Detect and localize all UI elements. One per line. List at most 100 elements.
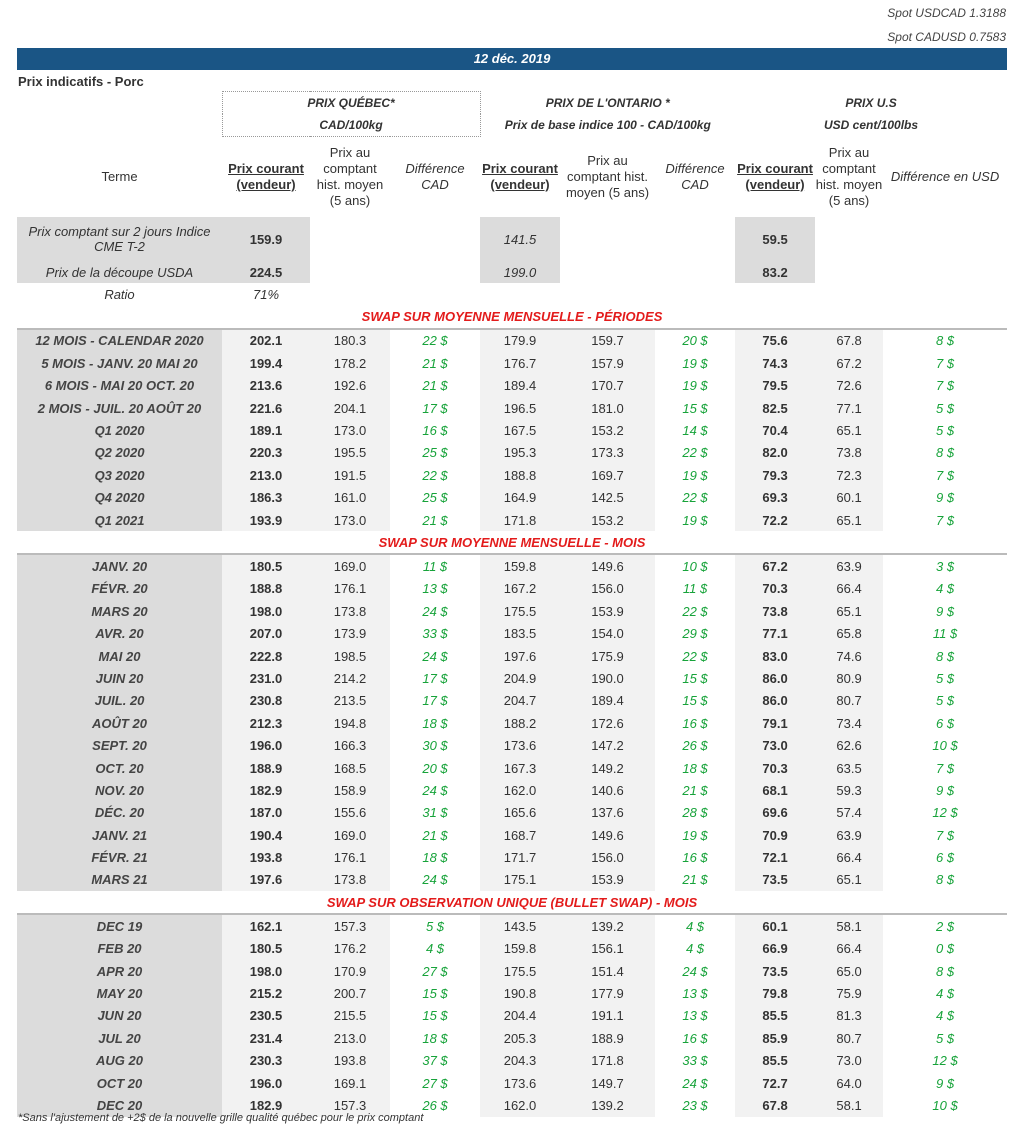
quebec-group-title: PRIX QUÉBEC* <box>221 91 481 114</box>
ontario-hist: 149.2 <box>560 756 655 780</box>
table-row: 2 MOIS - JUIL. 20 AOÛT 20 221.6 204.1 17 $ 1… <box>17 396 1007 420</box>
us-prix: 73.8 <box>735 600 816 623</box>
table-row: Q3 2020 213.0 191.5 22 $188.8 169.7 19 $79.3 7… <box>17 464 1007 487</box>
ontario-hist: 153.2 <box>560 419 655 442</box>
ontario-diff: 16 $ <box>682 850 708 866</box>
us-diff: 4 $ <box>936 1008 955 1024</box>
ontario-hist: 190.0 <box>560 667 655 690</box>
quebec-diff: 24 $ <box>422 603 448 619</box>
us-group-unit: USD cent/100lbs <box>824 118 919 133</box>
quebec-hist: 157.3 <box>310 1094 390 1117</box>
us-diff: 6 $ <box>936 715 955 731</box>
ontario-prix: 159.8 <box>480 554 560 578</box>
ontario-hist: 191.1 <box>560 1004 655 1028</box>
quebec-diff: 16 $ <box>422 423 448 439</box>
us-hist: 65.1 <box>815 600 884 623</box>
quebec-hist: 178.2 <box>310 352 390 375</box>
us-hist: 63.9 <box>815 823 884 847</box>
table-row: OCT 20 196.0 169.1 27 $ 173.6 149.7 24 $ 72.7 64… <box>17 1071 1007 1095</box>
us-diff: 5 $ <box>936 1030 955 1046</box>
table-row: FEB 20 180.5 176.2 4 $ 159.8 156.1 4 $ 66.9 66.4… <box>17 937 1007 960</box>
quebec-hist: 192.6 <box>310 374 390 397</box>
quebec-hist: 173.0 <box>310 419 390 442</box>
ontario-hist: 139.2 <box>560 914 655 938</box>
row-term: MARS 20 <box>17 600 222 623</box>
quebec-diff: 20 $ <box>422 760 448 776</box>
quebec-hist: 195.5 <box>310 441 390 465</box>
quebec-hist: 180.3 <box>310 328 390 353</box>
ontario-prix: 167.3 <box>480 756 560 780</box>
us-diff: 7 $ <box>936 467 955 483</box>
usda-row-label: Prix de la découpe USDA <box>17 261 222 284</box>
us-diff: 9 $ <box>936 603 955 619</box>
quebec-hist: 176.1 <box>310 577 390 601</box>
us-diff: 10 $ <box>932 738 958 754</box>
us-hist: 66.4 <box>815 846 884 869</box>
col-quebec-diff: Différence CAD <box>405 161 465 192</box>
ontario-diff: 28 $ <box>682 805 708 821</box>
quebec-prix: 196.0 <box>222 1071 310 1095</box>
ontario-prix: 162.0 <box>480 1094 560 1117</box>
quebec-diff: 21 $ <box>422 512 448 528</box>
section-title: SWAP SUR OBSERVATION UNIQUE (BULLET SWAP… <box>17 891 1008 916</box>
us-hist: 65.1 <box>815 419 884 442</box>
us-prix: 69.6 <box>735 801 816 824</box>
us-hist: 63.5 <box>815 756 884 780</box>
ontario-hist: 172.6 <box>560 712 655 735</box>
usda-ontario-value: 199.0 <box>480 261 560 284</box>
ontario-diff: 24 $ <box>682 963 708 979</box>
ontario-hist: 171.8 <box>560 1049 655 1072</box>
us-hist: 62.6 <box>815 734 884 757</box>
table-row: MAY 20 215.2 200.7 15 $ 190.8 177.9 13 $ 79.8 75… <box>17 982 1007 1005</box>
row-term: Q1 2021 <box>17 508 222 532</box>
ontario-diff: 19 $ <box>682 827 708 843</box>
quebec-diff: 37 $ <box>422 1053 448 1069</box>
col-ontario-prix: Prix courant (vendeur) <box>482 160 558 192</box>
ontario-prix: 188.2 <box>480 712 560 735</box>
us-hist: 77.1 <box>815 396 884 420</box>
ontario-hist: 188.9 <box>560 1027 655 1050</box>
quebec-diff: 18 $ <box>422 715 448 731</box>
row-term: DEC 20 <box>17 1094 222 1117</box>
ontario-prix: 195.3 <box>480 441 560 465</box>
ontario-diff: 19 $ <box>682 512 708 528</box>
us-hist: 73.8 <box>815 441 884 465</box>
us-diff: 8 $ <box>936 872 955 888</box>
quebec-hist: 157.3 <box>310 914 390 938</box>
quebec-hist: 176.1 <box>310 846 390 869</box>
col-quebec-prix: Prix courant (vendeur) <box>228 161 304 192</box>
ontario-hist: 140.6 <box>560 779 655 802</box>
ontario-diff: 19 $ <box>682 378 708 394</box>
quebec-prix: 220.3 <box>222 441 310 465</box>
ontario-prix: 204.9 <box>480 667 560 690</box>
quebec-hist: 169.0 <box>310 554 390 578</box>
quebec-hist: 191.5 <box>310 464 390 487</box>
quebec-hist: 173.8 <box>310 868 390 892</box>
us-prix: 82.0 <box>735 441 816 465</box>
us-prix: 70.9 <box>735 823 816 847</box>
ontario-hist: 139.2 <box>560 1094 655 1117</box>
ontario-diff: 19 $ <box>682 467 708 483</box>
quebec-diff: 5 $ <box>425 918 445 934</box>
ontario-hist: 151.4 <box>560 959 655 983</box>
us-diff: 0 $ <box>936 941 955 957</box>
ontario-diff: 33 $ <box>682 1053 708 1069</box>
table-row: AOÛT 20 212.3 194.8 18 $ 188.2 172.6 16 $ 79.1 7… <box>17 712 1007 735</box>
table-row: DEC 19 162.1 157.3 5 $ 143.5 139.2 4 $ 60.1 58.1… <box>17 914 1007 938</box>
us-prix: 72.1 <box>735 846 816 869</box>
row-term: Q3 2020 <box>17 464 222 487</box>
us-prix: 85.5 <box>735 1049 816 1072</box>
quebec-diff: 22 $ <box>422 333 448 349</box>
row-term: OCT 20 <box>17 1071 222 1095</box>
ontario-hist: 169.7 <box>560 464 655 487</box>
us-diff: 12 $ <box>932 1053 958 1069</box>
row-term: 6 MOIS - MAI 20 OCT. 20 <box>17 374 222 397</box>
quebec-hist: 173.9 <box>310 622 390 645</box>
row-term: JUL 20 <box>17 1027 222 1050</box>
ontario-prix: 204.4 <box>480 1004 560 1028</box>
quebec-group-unit: CAD/100kg <box>221 114 481 137</box>
table-row: AVR. 20 207.0 173.9 33 $ 183.5 154.0 29 $ 77.1 6… <box>17 622 1007 645</box>
ontario-prix: 196.5 <box>480 396 560 420</box>
ontario-hist: 142.5 <box>560 486 655 509</box>
footnote: *Sans l'ajustement de +2$ de la nouvelle… <box>18 1112 424 1124</box>
